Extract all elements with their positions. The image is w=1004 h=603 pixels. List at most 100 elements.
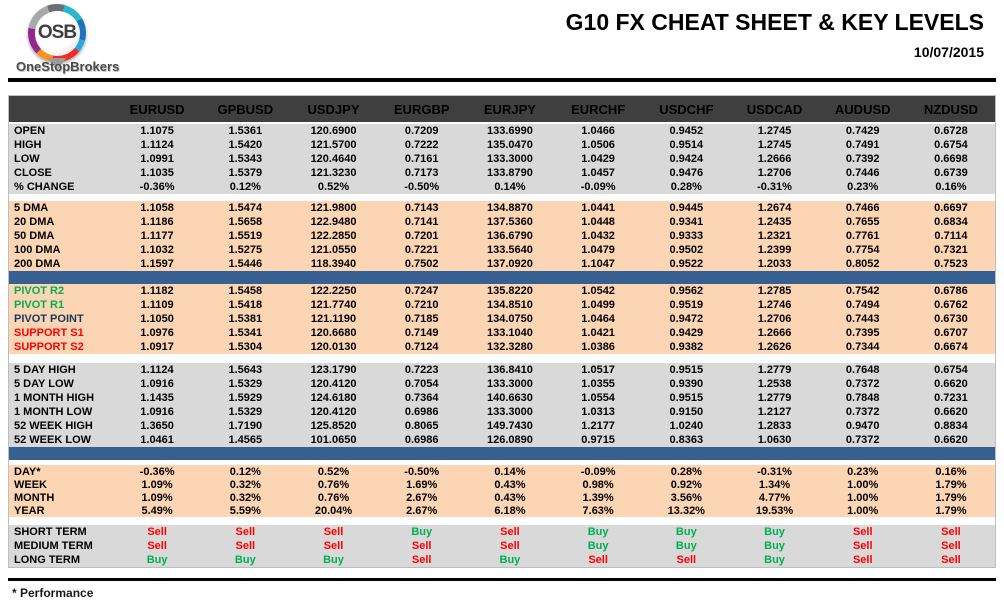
value-cell: -0.50% — [404, 181, 440, 193]
value-cell: 1.1177 — [140, 230, 174, 242]
value-cell: 0.7502 — [404, 258, 439, 270]
value-cell: 1.1109 — [140, 299, 174, 311]
value-cell: 1.0506 — [581, 139, 615, 151]
value-cell: 149.7430 — [486, 420, 533, 432]
value-cell: 1.0917 — [140, 341, 174, 353]
row-label: PIVOT R2 — [14, 285, 65, 297]
value-cell: 120.4120 — [310, 406, 357, 418]
fx-table: EURUSD GPBUSD USDJPY EURGBP EURJPY EURCHF USDC… — [8, 95, 996, 568]
value-cell: 140.6630 — [486, 392, 533, 404]
signal-cell: Sell — [941, 554, 961, 566]
value-cell: 1.4565 — [228, 434, 263, 446]
value-cell: 1.2538 — [757, 378, 792, 390]
signal-cell: Sell — [500, 526, 520, 538]
value-cell: 0.9514 — [669, 139, 704, 151]
value-cell: 1.0461 — [140, 434, 174, 446]
column-header-eurchf: EURCHF — [571, 101, 626, 117]
value-cell: 0.7054 — [404, 378, 439, 390]
value-cell: 1.5343 — [228, 153, 263, 165]
column-header-usdjpy: USDJPY — [307, 101, 360, 117]
value-cell: 0.7372 — [845, 406, 880, 418]
value-cell: 0.7173 — [404, 167, 439, 179]
value-cell: 123.1790 — [310, 364, 357, 376]
row-label: 50 DMA — [14, 230, 55, 242]
value-cell: 1.2321 — [757, 230, 792, 242]
value-cell: 118.3940 — [310, 258, 357, 270]
value-cell: 1.1182 — [140, 285, 174, 297]
value-cell: 0.14% — [494, 181, 526, 193]
value-cell: 1.1032 — [140, 244, 174, 256]
value-cell: 0.9519 — [669, 299, 704, 311]
value-cell: 1.34% — [758, 478, 791, 491]
column-header-usdchf: USDCHF — [659, 101, 714, 117]
signal-cell: Sell — [411, 540, 432, 552]
value-cell: 0.7446 — [845, 167, 880, 179]
value-cell: 0.7321 — [934, 244, 968, 256]
value-cell: 1.0630 — [757, 434, 792, 446]
row-label: 52 WEEK LOW — [14, 434, 92, 446]
table-row-long-term: LONG TERM Buy Buy Buy Sell Buy Sell Sell Buy Sell… — [9, 553, 995, 567]
row-label: LOW — [14, 153, 40, 165]
value-cell: 0.9341 — [669, 216, 704, 228]
value-cell: 0.7494 — [845, 299, 880, 311]
value-cell: 0.98% — [582, 478, 614, 491]
value-cell: 1.5361 — [228, 125, 263, 137]
value-cell: 0.43% — [494, 491, 526, 504]
value-cell: 0.7223 — [404, 364, 439, 376]
value-cell: 1.5929 — [228, 392, 263, 404]
value-cell: 0.12% — [229, 465, 261, 478]
value-cell: 0.6739 — [934, 167, 968, 179]
value-cell: 0.6754 — [934, 364, 968, 376]
row-label: MEDIUM TERM — [14, 540, 93, 552]
section-ranges: 5 DAY HIGH 1.1124 1.5643 123.1790 0.7223 136.… — [9, 363, 995, 447]
value-cell: 1.2785 — [757, 285, 792, 297]
value-cell: 0.7372 — [845, 434, 880, 446]
value-cell: 135.0470 — [486, 139, 533, 151]
value-cell: 1.5418 — [228, 299, 263, 311]
value-cell: 1.5381 — [228, 313, 263, 325]
value-cell: 137.0920 — [486, 258, 533, 270]
value-cell: 134.8870 — [486, 202, 533, 214]
table-row-close: CLOSE 1.1035 1.5379 121.3230 0.7173 133.8790 1… — [9, 166, 995, 180]
value-cell: 133.3000 — [486, 378, 533, 390]
value-cell: 1.00% — [847, 491, 879, 504]
table-row--change: % CHANGE -0.36% 0.12% 0.52% -0.50% 0.14% -0.09… — [9, 180, 995, 194]
value-cell: 133.1040 — [486, 327, 533, 339]
value-cell: 0.9470 — [845, 420, 880, 432]
value-cell: 1.2745 — [757, 139, 792, 151]
value-cell: 121.1190 — [310, 313, 357, 325]
table-row-5-day-high: 5 DAY HIGH 1.1124 1.5643 123.1790 0.7223 136.… — [9, 363, 995, 377]
value-cell: 0.14% — [494, 465, 526, 478]
value-cell: 2.67% — [406, 504, 438, 517]
value-cell: 121.5700 — [310, 139, 357, 151]
value-cell: 0.7222 — [404, 139, 439, 151]
section-divider-bar — [9, 271, 995, 284]
value-cell: 0.7344 — [845, 341, 880, 353]
value-cell: 0.92% — [670, 478, 702, 491]
value-cell: 136.6790 — [486, 230, 533, 242]
value-cell: 1.2399 — [757, 244, 792, 256]
value-cell: 0.28% — [670, 465, 702, 478]
top-divider — [8, 78, 996, 82]
table-row-support-s2: SUPPORT S2 1.0917 1.5304 120.0130 0.7124 132.… — [9, 340, 995, 354]
value-cell: 1.1186 — [140, 216, 174, 228]
row-label: CLOSE — [14, 167, 52, 179]
value-cell: 1.0457 — [581, 167, 615, 179]
value-cell: 1.0355 — [581, 378, 615, 390]
value-cell: 1.2666 — [757, 327, 792, 339]
value-cell: 120.4120 — [310, 378, 357, 390]
value-cell: 0.6730 — [934, 313, 968, 325]
value-cell: 0.8363 — [669, 434, 704, 446]
brand-logo: OSB OneStopBrokers — [14, 0, 124, 78]
value-cell: 0.6698 — [934, 153, 968, 165]
value-cell: 133.3000 — [486, 406, 533, 418]
value-cell: 1.69% — [406, 478, 438, 491]
value-cell: 1.5474 — [228, 202, 263, 214]
signal-cell: Buy — [499, 554, 521, 566]
table-row-5-dma: 5 DMA 1.1058 1.5474 121.9800 0.7143 134.8870 1… — [9, 201, 995, 215]
value-cell: 1.0432 — [581, 230, 615, 242]
value-cell: 1.0386 — [581, 341, 615, 353]
value-cell: 1.5329 — [228, 378, 263, 390]
signal-cell: Buy — [587, 526, 609, 538]
value-cell: 0.7143 — [404, 202, 439, 214]
